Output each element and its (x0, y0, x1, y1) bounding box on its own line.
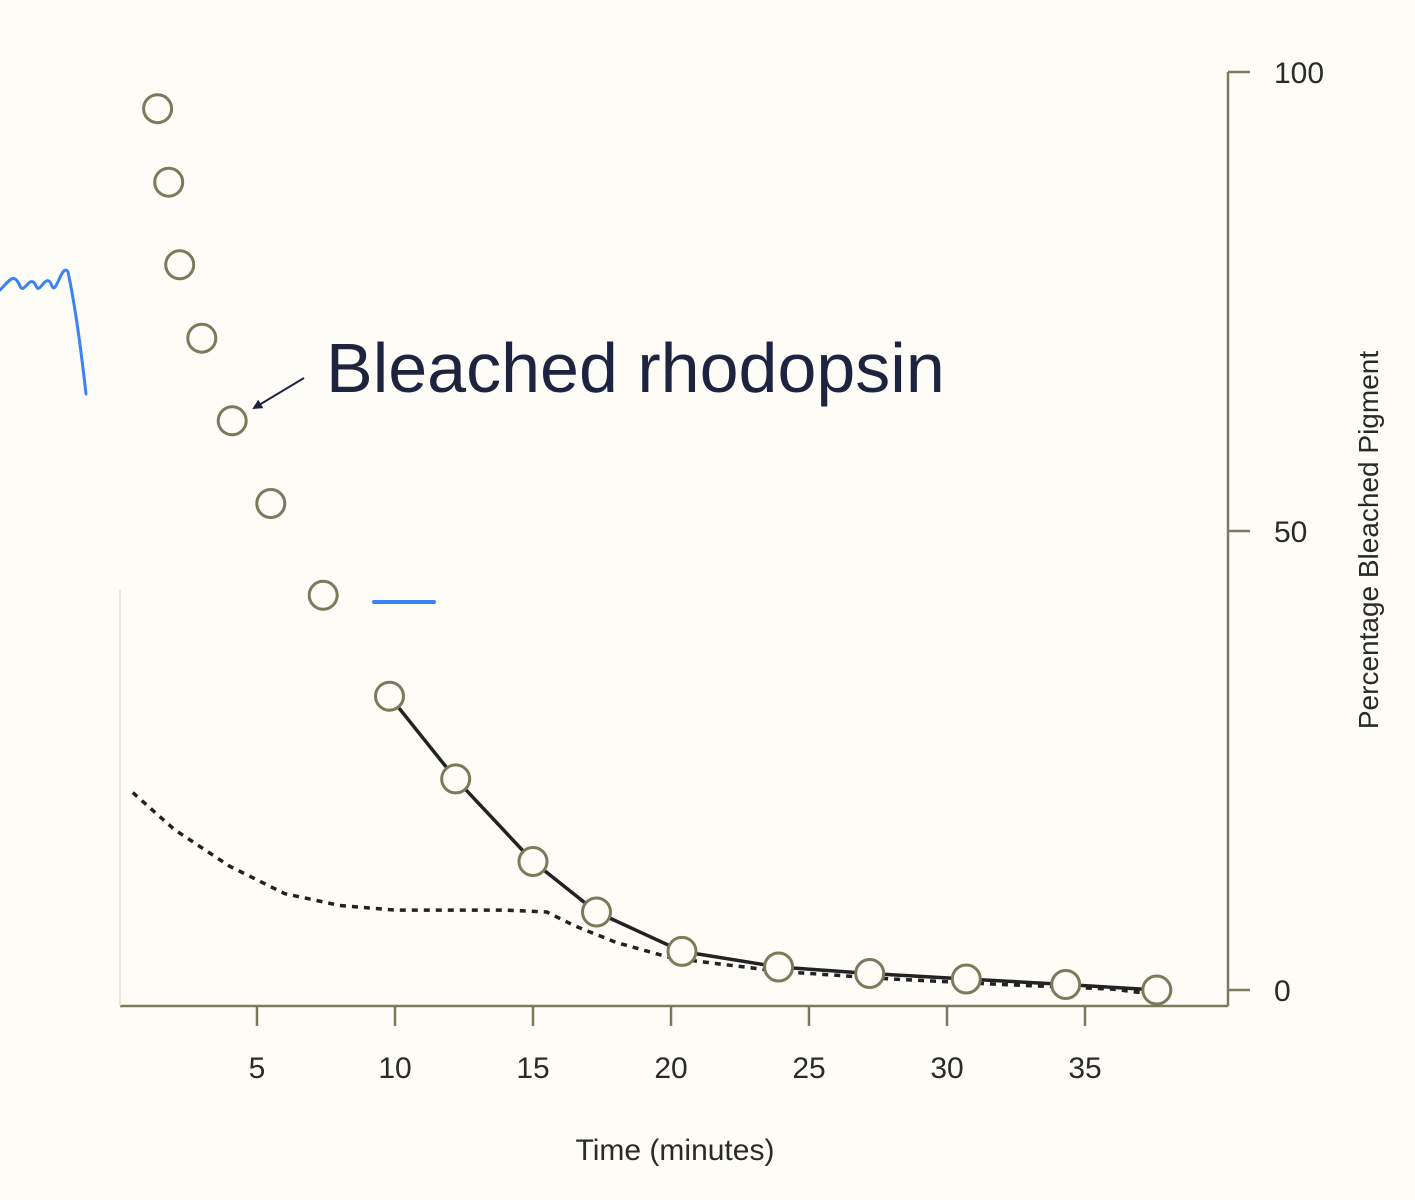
dotted-curve (131, 791, 1158, 997)
data-point (186, 322, 218, 354)
data-point (374, 680, 405, 712)
y-tick-label: 100 (1274, 57, 1324, 90)
y-tick-label: 50 (1274, 516, 1307, 549)
points-layer (142, 93, 1173, 1006)
x-tick-label: 15 (516, 1052, 549, 1085)
annotation-label: Bleached rhodopsin (326, 329, 945, 407)
data-point (854, 958, 886, 989)
x-tick-label: 20 (654, 1052, 687, 1085)
axes-layer (119, 70, 1250, 1026)
x-tick-label: 35 (1068, 1052, 1101, 1085)
data-point (440, 763, 472, 795)
data-point (763, 951, 795, 983)
y-tick-label: 0 (1274, 975, 1291, 1008)
data-point (307, 579, 339, 611)
annotation-arrow (252, 377, 305, 410)
x-tick-label: 30 (930, 1052, 963, 1085)
data-point (1050, 969, 1082, 1000)
x-tick-label: 10 (378, 1052, 411, 1085)
handwritten-scribble (0, 268, 88, 396)
y-axis-title: Percentage Bleached Pigment (1353, 351, 1384, 729)
solid-curve (388, 695, 1157, 992)
data-point (581, 896, 612, 928)
pen-ink-layer (0, 268, 436, 604)
data-point (164, 249, 196, 281)
data-point (142, 93, 174, 125)
data-point (1141, 974, 1173, 1006)
data-point (153, 166, 185, 198)
x-tick-label: 5 (249, 1052, 266, 1085)
data-point (255, 488, 287, 519)
x-axis-title: Time (minutes) (576, 1134, 775, 1167)
data-point (950, 963, 982, 995)
curves-layer (131, 695, 1158, 997)
data-point (216, 405, 248, 437)
data-point (517, 846, 549, 877)
data-point (666, 935, 698, 967)
x-tick-label: 25 (792, 1052, 825, 1085)
text-layer: 5 10 15 20 25 30 35 0 50 100 Time (minutes) Percent… (249, 57, 1384, 1167)
